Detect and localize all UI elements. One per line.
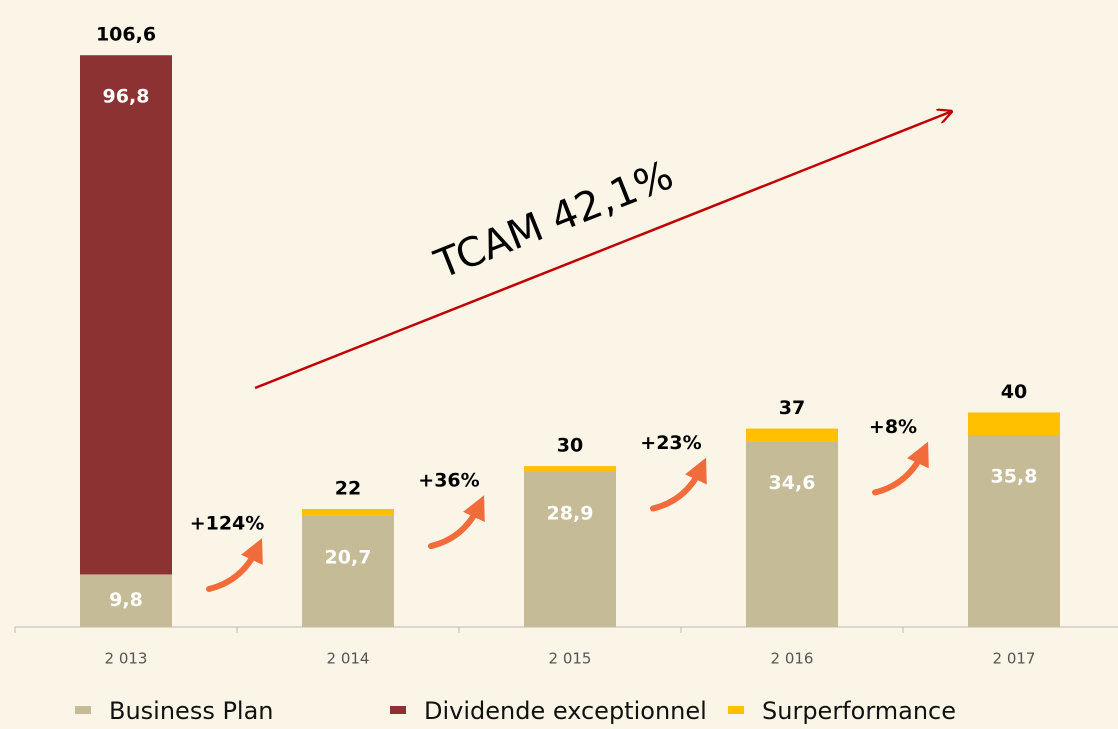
growth-label: +23% [640,432,701,454]
growth-label: +8% [869,416,917,438]
legend-swatch [728,706,744,714]
x-tick-label: 2 015 [549,650,592,668]
growth-arrow [650,457,707,512]
x-tick-label: 2 014 [327,650,370,668]
bar-segment [968,412,1060,435]
legend-swatch [390,706,406,714]
x-tick-label: 2 017 [993,650,1036,668]
value-label: 96,8 [103,86,150,108]
bar-segment [746,441,838,627]
bar-segment [302,515,394,627]
legend-label: Surperformance [762,697,956,725]
bar-segment [746,428,838,442]
value-label: 34,6 [769,472,816,494]
total-label: 22 [335,478,361,500]
legend-label: Dividende exceptionnel [424,697,707,725]
growth-label: +36% [418,470,479,492]
bar-segment [524,466,616,472]
bar-segment [80,55,172,575]
growth-arrow [428,495,485,550]
value-label: 28,9 [547,502,594,524]
growth-arrow [206,538,263,592]
x-tick-label: 2 013 [105,650,148,668]
total-label: 40 [1001,381,1027,403]
total-label: 106,6 [96,24,156,46]
trend-label: TCAM 42,1% [428,152,680,288]
value-label: 20,7 [325,546,372,568]
bar-segment [968,434,1060,627]
legend-label: Business Plan [109,697,274,725]
value-label: 35,8 [991,465,1038,487]
bar-segment [80,574,172,627]
growth-arrow [872,441,929,496]
bar-segment [302,509,394,516]
bar-segment [524,471,616,627]
legend-swatch [75,706,91,714]
value-label: 9,8 [109,589,143,611]
trend-arrow [254,112,950,390]
total-label: 30 [557,435,583,457]
x-tick-label: 2 016 [771,650,814,668]
total-label: 37 [779,397,805,419]
growth-label: +124% [190,513,265,535]
